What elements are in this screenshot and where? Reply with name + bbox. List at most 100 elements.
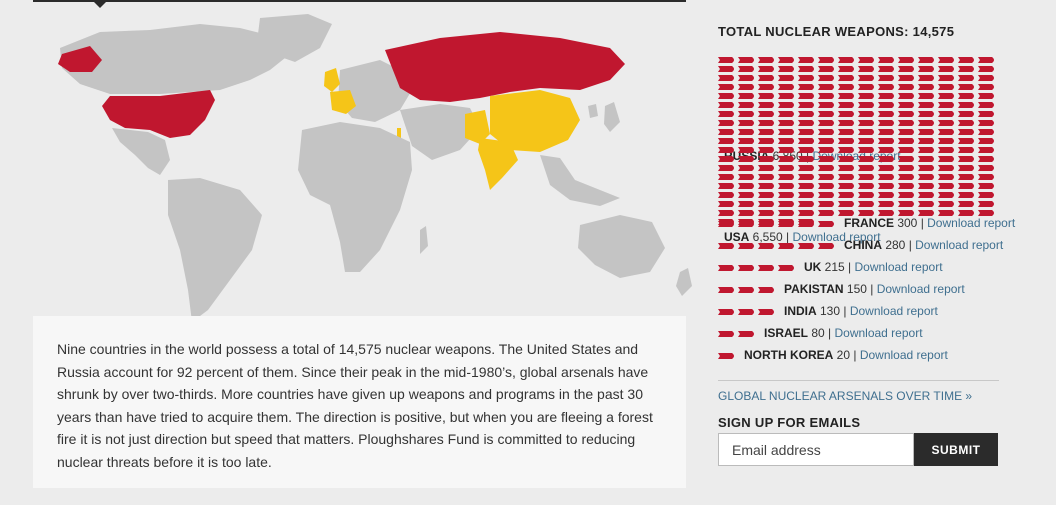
bomb-mark (918, 147, 934, 153)
bomb-mark (758, 129, 774, 135)
bomb-mark (738, 93, 754, 99)
bomb-mark (898, 111, 914, 117)
bomb-mark (758, 138, 774, 144)
bomb-mark (958, 165, 974, 171)
bomb-mark (778, 265, 794, 271)
bomb-mark (758, 66, 774, 72)
bomb-mark (878, 111, 894, 117)
download-report-link[interactable]: Download report (792, 230, 881, 244)
bomb-mark (818, 75, 834, 81)
bomb-mark (918, 201, 934, 207)
map-russia[interactable] (385, 32, 625, 102)
bomb-mark (718, 93, 734, 99)
arsenals-over-time-link[interactable]: GLOBAL NUCLEAR ARSENALS OVER TIME » (718, 380, 999, 403)
bomb-mark (938, 210, 954, 216)
bomb-mark (718, 156, 734, 162)
bomb-mark (898, 201, 914, 207)
bomb-mark (798, 221, 814, 227)
bomb-mark (798, 147, 814, 153)
map-europe[interactable] (338, 60, 412, 122)
bomb-mark (758, 265, 774, 271)
bomb-mark (718, 287, 734, 293)
country-name: PAKISTAN (784, 282, 844, 296)
bomb-mark (818, 93, 834, 99)
bomb-mark (738, 156, 754, 162)
map-pakistan[interactable] (465, 110, 490, 144)
country-row-pakistan: PAKISTAN 150 | Download report (784, 282, 965, 296)
map-alaska[interactable] (58, 46, 102, 72)
bomb-mark (798, 57, 814, 63)
map-north-korea[interactable] (588, 104, 598, 118)
map-south-america[interactable] (168, 178, 262, 322)
country-name: USA (724, 230, 750, 244)
download-report-link[interactable]: Download report (849, 304, 938, 318)
bomb-mark (738, 111, 754, 117)
bomb-mark (738, 165, 754, 171)
bomb-mark (758, 243, 774, 249)
map-china[interactable] (490, 90, 580, 152)
bomb-mark (918, 165, 934, 171)
download-report-link[interactable]: Download report (834, 326, 923, 340)
bomb-mark (738, 309, 754, 315)
map-canada[interactable] (60, 24, 290, 94)
map-greenland[interactable] (258, 14, 332, 62)
map-africa[interactable] (298, 122, 412, 272)
bomb-mark (818, 57, 834, 63)
arsenals-over-time-label[interactable]: GLOBAL NUCLEAR ARSENALS OVER TIME » (718, 389, 973, 403)
bomb-mark (858, 201, 874, 207)
bomb-mark (818, 156, 834, 162)
email-input[interactable] (718, 433, 914, 466)
map-mexico[interactable] (112, 128, 170, 175)
bomb-mark (958, 201, 974, 207)
map-uk[interactable] (324, 68, 340, 92)
download-report-link[interactable]: Download report (859, 348, 948, 362)
bomb-mark (918, 129, 934, 135)
bomb-mark (778, 243, 794, 249)
bomb-mark (738, 210, 754, 216)
bomb-mark (778, 120, 794, 126)
country-count: 300 | (894, 216, 928, 230)
bomb-mark (858, 156, 874, 162)
map-australia[interactable] (578, 215, 665, 278)
bomb-mark (818, 210, 834, 216)
map-new-zealand[interactable] (676, 268, 692, 296)
country-count: 20 | (833, 348, 860, 362)
bomb-mark (858, 192, 874, 198)
map-japan[interactable] (604, 102, 620, 132)
map-southeast-asia[interactable] (540, 155, 620, 206)
submit-button[interactable]: SUBMIT (914, 433, 998, 466)
map-india[interactable] (478, 138, 518, 190)
bomb-mark (738, 221, 754, 227)
map-israel[interactable] (397, 128, 401, 138)
bomb-mark (898, 183, 914, 189)
bomb-mark (718, 183, 734, 189)
bomb-mark (938, 192, 954, 198)
tab-indicator-arrow (92, 0, 108, 8)
bomb-mark (798, 201, 814, 207)
map-madagascar[interactable] (420, 226, 428, 254)
bomb-mark (718, 201, 734, 207)
bomb-mark (758, 309, 774, 315)
bomb-mark (838, 156, 854, 162)
download-report-link[interactable]: Download report (927, 216, 1016, 230)
bomb-mark (918, 111, 934, 117)
map-middle-east[interactable] (400, 104, 480, 160)
bomb-mark (778, 183, 794, 189)
bomb-mark (738, 147, 754, 153)
bomb-mark (798, 138, 814, 144)
bomb-mark (818, 192, 834, 198)
bomb-mark (958, 84, 974, 90)
download-report-link[interactable]: Download report (915, 238, 1004, 252)
bomb-mark (778, 129, 794, 135)
download-report-link[interactable]: Download report (876, 282, 965, 296)
bomb-mark (718, 102, 734, 108)
map-france[interactable] (330, 90, 356, 114)
map-usa[interactable] (102, 90, 215, 138)
bomb-mark (778, 57, 794, 63)
download-report-link[interactable]: Download report (854, 260, 943, 274)
country-row-israel: ISRAEL 80 | Download report (764, 326, 923, 340)
bomb-mark (958, 102, 974, 108)
bomb-mark (758, 156, 774, 162)
bomb-mark (798, 84, 814, 90)
bomb-mark (818, 165, 834, 171)
